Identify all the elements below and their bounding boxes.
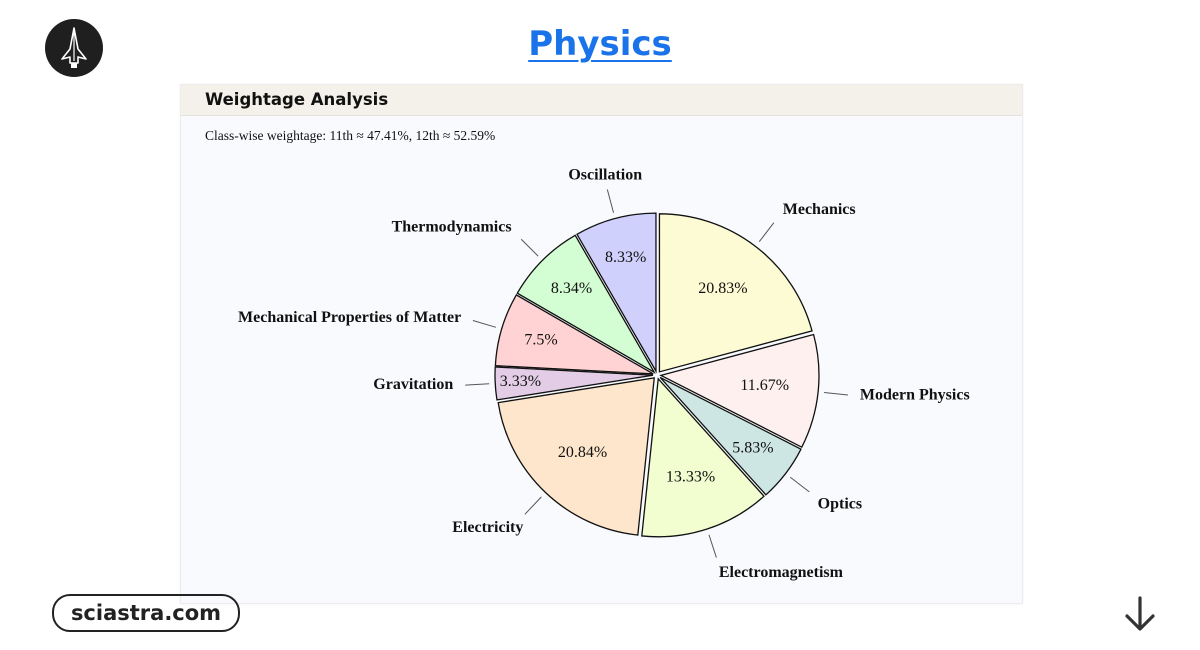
slice-value-mechanical-properties-of-matter: 7.5%: [524, 331, 557, 348]
slice-value-modern-physics: 11.67%: [740, 377, 789, 394]
slice-value-oscillation: 8.33%: [605, 249, 646, 266]
logo[interactable]: [45, 19, 103, 77]
leader-line-oscillation: [606, 189, 615, 213]
slice-label-electromagnetism: Electromagnetism: [719, 564, 844, 581]
page-title-wrap: Physics: [0, 24, 1200, 64]
pie-slice-oscillation: [576, 212, 657, 374]
slice-value-electromagnetism: 13.33%: [666, 469, 715, 486]
slice-value-mechanics: 20.83%: [698, 280, 747, 297]
slice-value-optics: 5.83%: [732, 439, 773, 456]
arrow-down-icon[interactable]: [1122, 594, 1158, 634]
slice-value-electricity: 20.84%: [558, 444, 607, 461]
slice-label-optics: Optics: [818, 495, 862, 512]
slice-label-mechanical-properties-of-matter: Mechanical Properties of Matter: [238, 309, 461, 326]
leader-line-thermodynamics: [520, 238, 539, 257]
pie-slice-electricity: [497, 377, 655, 536]
leader-line-modern-physics: [824, 392, 849, 396]
sciastra-link[interactable]: sciastra.com: [52, 594, 240, 632]
leader-line-gravitation: [465, 383, 490, 386]
pie-slice-modern-physics: [659, 333, 820, 449]
leader-line-optics: [789, 476, 810, 493]
slice-label-gravitation: Gravitation: [373, 376, 453, 393]
leader-line-mechanical-properties-of-matter: [472, 320, 497, 328]
slice-label-thermodynamics: Thermodynamics: [392, 218, 512, 235]
slice-label-electricity: Electricity: [452, 519, 523, 536]
pie-slice-electromagnetism: [641, 377, 765, 538]
page-title[interactable]: Physics: [528, 24, 672, 64]
pie-slice-optics: [659, 376, 802, 496]
slice-label-modern-physics: Modern Physics: [860, 387, 970, 404]
card-header: [181, 85, 1022, 116]
pie-slice-mechanics: [658, 213, 813, 373]
class-weightage-text: Class-wise weightage: 11th ≈ 47.41%, 12t…: [205, 128, 496, 143]
leader-line-electromagnetism: [708, 534, 717, 558]
rocket-logo-icon: [61, 27, 87, 68]
slice-value-gravitation: 3.33%: [500, 373, 541, 390]
pie-slice-mechanical-properties-of-matter: [494, 294, 654, 375]
card-title: Weightage Analysis: [205, 90, 389, 109]
pie-slice-gravitation: [494, 366, 654, 401]
slice-label-mechanics: Mechanics: [783, 201, 856, 218]
pie-slice-thermodynamics: [516, 234, 656, 374]
leader-line-electricity: [524, 496, 542, 515]
leader-line-mechanics: [758, 222, 775, 243]
slice-value-thermodynamics: 8.34%: [551, 280, 592, 297]
slice-label-oscillation: Oscillation: [568, 166, 642, 183]
